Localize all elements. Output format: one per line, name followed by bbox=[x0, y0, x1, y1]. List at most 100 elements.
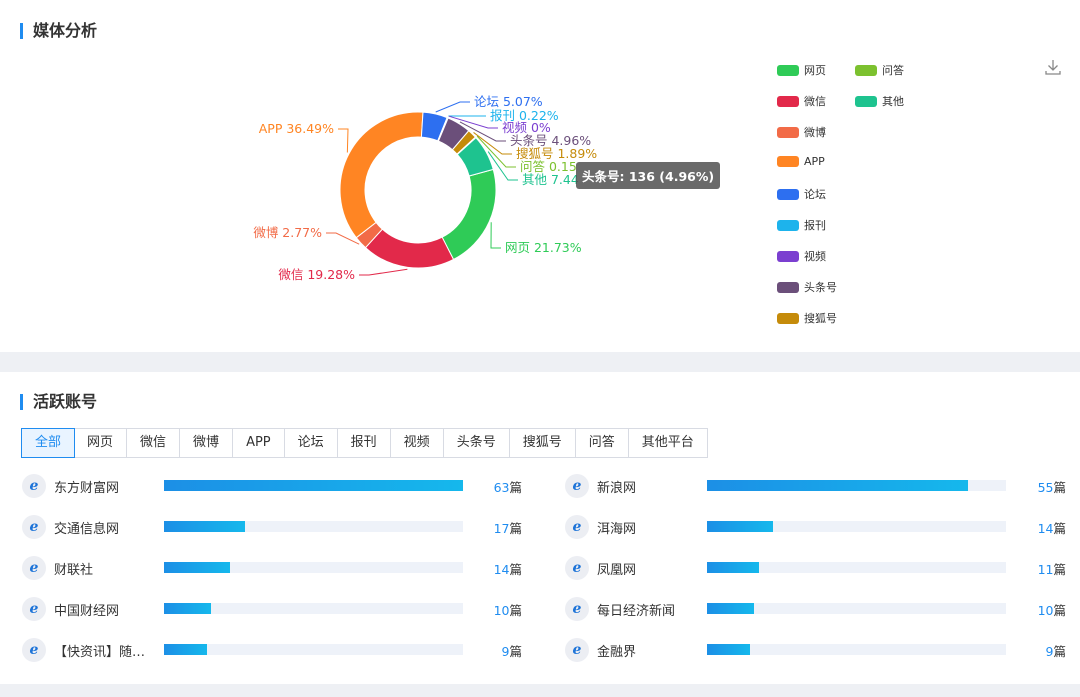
count-bar-fill bbox=[164, 644, 207, 655]
account-name[interactable]: 【快资讯】随… bbox=[54, 645, 146, 660]
account-name[interactable]: 财联社 bbox=[54, 563, 94, 578]
ie-browser-icon: e bbox=[565, 597, 589, 621]
legend-swatch bbox=[777, 95, 799, 107]
ie-browser-icon: e bbox=[565, 515, 589, 539]
legend-label: 问答 bbox=[882, 64, 904, 77]
pie-slice-10[interactable] bbox=[456, 137, 494, 177]
account-name[interactable]: 东方财富网 bbox=[54, 481, 120, 496]
download-icon[interactable] bbox=[1044, 58, 1062, 76]
account-name[interactable]: 新浪网 bbox=[597, 481, 637, 496]
legend-swatch bbox=[777, 281, 799, 293]
slice-label-0: 网页 21.73% bbox=[505, 240, 582, 255]
count-bar-track bbox=[164, 521, 463, 532]
ranking-row[interactable]: e 中国财经网 10篇 bbox=[22, 595, 542, 623]
legend-item[interactable]: APP bbox=[777, 155, 825, 168]
article-count: 10篇 bbox=[1037, 603, 1066, 618]
legend-label: 微信 bbox=[804, 95, 826, 108]
article-count: 63篇 bbox=[493, 480, 522, 495]
ie-browser-icon: e bbox=[22, 556, 46, 580]
ranking-row[interactable]: e 凤凰网 11篇 bbox=[565, 554, 1080, 582]
ie-browser-icon: e bbox=[565, 638, 589, 662]
slice-label-5: 报刊 0.22% bbox=[490, 108, 559, 123]
account-name[interactable]: 洱海网 bbox=[597, 522, 637, 537]
account-name[interactable]: 每日经济新闻 bbox=[597, 604, 676, 619]
legend-swatch bbox=[777, 188, 799, 200]
ie-browser-icon: e bbox=[22, 474, 46, 498]
legend-swatch bbox=[777, 219, 799, 231]
active-accounts-title: 活跃账号 bbox=[20, 394, 97, 410]
legend-item[interactable]: 微信 bbox=[777, 93, 826, 109]
ranking-row[interactable]: e 每日经济新闻 10篇 bbox=[565, 595, 1080, 623]
leader-line-0 bbox=[490, 222, 501, 249]
leader-line-10 bbox=[487, 151, 518, 181]
media-analysis-title: 媒体分析 bbox=[20, 23, 97, 39]
legend-swatch bbox=[777, 312, 799, 324]
count-bar-fill bbox=[164, 562, 231, 573]
legend-item[interactable]: 报刊 bbox=[777, 217, 826, 233]
ranking-row[interactable]: e 财联社 14篇 bbox=[22, 554, 542, 582]
legend-item[interactable]: 问答 bbox=[855, 62, 904, 78]
account-name[interactable]: 金融界 bbox=[597, 645, 637, 660]
legend-item[interactable]: 头条号 bbox=[777, 279, 837, 295]
tab-2[interactable]: 微信 bbox=[127, 429, 181, 457]
legend-swatch bbox=[777, 64, 799, 76]
legend-label: 报刊 bbox=[804, 219, 826, 232]
leader-line-1 bbox=[359, 268, 408, 276]
article-count: 9篇 bbox=[501, 644, 522, 659]
tab-4[interactable]: APP bbox=[233, 429, 285, 457]
legend-item[interactable]: 视频 bbox=[777, 248, 826, 264]
leader-line-7 bbox=[459, 121, 506, 142]
pie-slice-0[interactable] bbox=[441, 168, 497, 261]
ranking-row[interactable]: e 金融界 9篇 bbox=[565, 636, 1080, 664]
ie-browser-icon: e bbox=[22, 597, 46, 621]
tab-0[interactable]: 全部 bbox=[21, 428, 76, 458]
slice-label-6: 视频 0% bbox=[502, 120, 551, 135]
article-count: 11篇 bbox=[1037, 562, 1066, 577]
legend-label: 视频 bbox=[804, 250, 826, 263]
ranking-row[interactable]: e 东方财富网 63篇 bbox=[22, 472, 542, 500]
ie-browser-icon: e bbox=[22, 638, 46, 662]
article-count: 55篇 bbox=[1037, 480, 1066, 495]
legend-item[interactable]: 其他 bbox=[855, 93, 904, 109]
tab-9[interactable]: 搜狐号 bbox=[510, 429, 576, 457]
tab-11[interactable]: 其他平台 bbox=[641, 435, 694, 450]
legend-item[interactable]: 网页 bbox=[777, 62, 826, 78]
count-bar-fill bbox=[164, 521, 245, 532]
ranking-row[interactable]: e 交通信息网 17篇 bbox=[22, 513, 542, 541]
ie-browser-icon: e bbox=[565, 556, 589, 580]
legend-label: APP bbox=[804, 155, 825, 168]
pie-slice-3[interactable] bbox=[339, 111, 424, 239]
media-donut-chart[interactable]: 网页 21.73% 微信 19.28% 微博 2.77% APP 36.49% 论坛 5… bbox=[0, 0, 760, 352]
tab-8[interactable]: 头条号 bbox=[444, 429, 510, 457]
count-bar-fill bbox=[707, 480, 969, 491]
tab-1[interactable]: 网页 bbox=[74, 429, 128, 457]
article-count: 17篇 bbox=[493, 521, 522, 536]
legend-item[interactable]: 论坛 bbox=[777, 186, 826, 202]
legend-item[interactable]: 微博 bbox=[777, 124, 826, 140]
count-bar-fill bbox=[707, 603, 755, 614]
tab-6[interactable]: 报刊 bbox=[338, 429, 391, 457]
account-name[interactable]: 中国财经网 bbox=[54, 604, 120, 619]
tab-5[interactable]: 论坛 bbox=[285, 429, 338, 457]
pie-slice-1[interactable] bbox=[364, 228, 455, 269]
legend-item[interactable]: 搜狐号 bbox=[777, 310, 837, 326]
article-count: 14篇 bbox=[1037, 521, 1066, 536]
count-bar-track bbox=[707, 480, 1006, 491]
ranking-row[interactable]: e 新浪网 55篇 bbox=[565, 472, 1080, 500]
account-name[interactable]: 交通信息网 bbox=[54, 522, 120, 537]
slice-label-4: 论坛 5.07% bbox=[474, 94, 543, 109]
media-analysis-panel: 媒体分析 网页 21.73% 微信 19.28% 微博 2.77% APP 36.49… bbox=[0, 0, 1080, 352]
leader-line-4 bbox=[435, 101, 470, 113]
tab-7[interactable]: 视频 bbox=[391, 429, 444, 457]
ranking-row[interactable]: e 【快资讯】随… 9篇 bbox=[22, 636, 542, 664]
legend-swatch bbox=[855, 64, 877, 76]
legend-label: 其他 bbox=[882, 95, 904, 108]
count-bar-fill bbox=[164, 603, 212, 614]
legend-swatch bbox=[777, 126, 799, 138]
tab-3[interactable]: 微博 bbox=[180, 429, 234, 457]
tab-10[interactable]: 问答 bbox=[576, 429, 629, 457]
legend-label: 头条号 bbox=[804, 281, 837, 294]
ranking-row[interactable]: e 洱海网 14篇 bbox=[565, 513, 1080, 541]
leader-line-9 bbox=[476, 135, 516, 168]
account-name[interactable]: 凤凰网 bbox=[597, 563, 637, 578]
